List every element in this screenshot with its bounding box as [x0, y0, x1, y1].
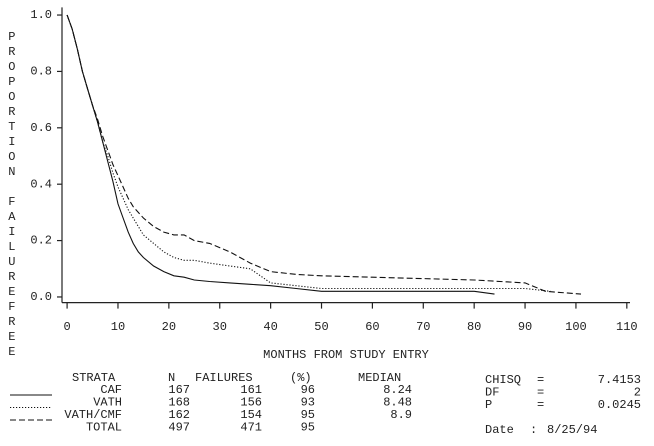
- x-tick-label: 20: [162, 320, 176, 334]
- table-cell: 8.9: [390, 408, 412, 422]
- table-cell: 8.48: [383, 396, 412, 410]
- date-label: Date: [485, 423, 514, 437]
- x-tick-label: 10: [111, 320, 125, 334]
- stat-label: DF: [485, 386, 499, 400]
- legend-label: VATH/CMF: [64, 408, 122, 422]
- table-cell: 167: [168, 383, 190, 397]
- table-cell: 95: [301, 421, 315, 435]
- table-cell: 8.24: [383, 383, 412, 397]
- table-cell: 161: [240, 383, 262, 397]
- x-tick-label: 0: [63, 320, 70, 334]
- legend-label: VATH: [93, 396, 122, 410]
- x-tick-label: 80: [467, 320, 481, 334]
- stat-label: CHISQ: [485, 373, 521, 387]
- date-sep: :: [530, 423, 537, 437]
- table-header: FAILURES: [195, 371, 253, 385]
- x-tick-label: 40: [263, 320, 277, 334]
- stat-value: 0.0245: [598, 398, 641, 412]
- legend-label: CAF: [100, 383, 122, 397]
- table-total-label: TOTAL: [86, 421, 122, 435]
- survival-curve: [66, 14, 582, 295]
- table-header: (%): [290, 371, 312, 385]
- table-header: MEDIAN: [358, 371, 401, 385]
- x-axis-label: MONTHS FROM STUDY ENTRY: [263, 348, 429, 362]
- table-cell: 154: [240, 408, 262, 422]
- y-tick-label: 1.0: [30, 8, 52, 22]
- y-tick-label: 0.6: [30, 121, 52, 135]
- x-tick-label: 50: [314, 320, 328, 334]
- table-cell: 168: [168, 396, 190, 410]
- stat-sep: =: [537, 398, 544, 412]
- stat-value: 2: [634, 386, 641, 400]
- table-cell: 93: [301, 396, 315, 410]
- x-tick-label: 90: [518, 320, 532, 334]
- x-tick-label: 70: [416, 320, 430, 334]
- stat-label: P: [485, 398, 492, 412]
- table-header: STRATA: [72, 371, 116, 385]
- table-cell: 497: [168, 421, 190, 435]
- x-tick-label: 100: [565, 320, 587, 334]
- table-header: N: [168, 371, 175, 385]
- y-tick-label: 0.0: [30, 290, 52, 304]
- stat-value: 7.4153: [598, 373, 641, 387]
- survival-curve: [66, 14, 495, 295]
- x-tick-label: 30: [213, 320, 227, 334]
- table-cell: 96: [301, 383, 315, 397]
- stat-sep: =: [537, 373, 544, 387]
- y-tick-label: 0.8: [30, 65, 52, 79]
- table-cell: 156: [240, 396, 262, 410]
- x-tick-label: 60: [365, 320, 379, 334]
- table-cell: 162: [168, 408, 190, 422]
- y-axis-label: PROPORTION FAILUREFREE: [5, 30, 19, 360]
- y-tick-label: 0.2: [30, 234, 52, 248]
- y-tick-label: 0.4: [30, 177, 52, 191]
- table-cell: 95: [301, 408, 315, 422]
- x-tick-label: 110: [616, 320, 638, 334]
- stat-sep: =: [537, 386, 544, 400]
- survival-curve: [66, 14, 551, 292]
- date-value: 8/25/94: [547, 423, 597, 437]
- table-cell: 471: [240, 421, 262, 435]
